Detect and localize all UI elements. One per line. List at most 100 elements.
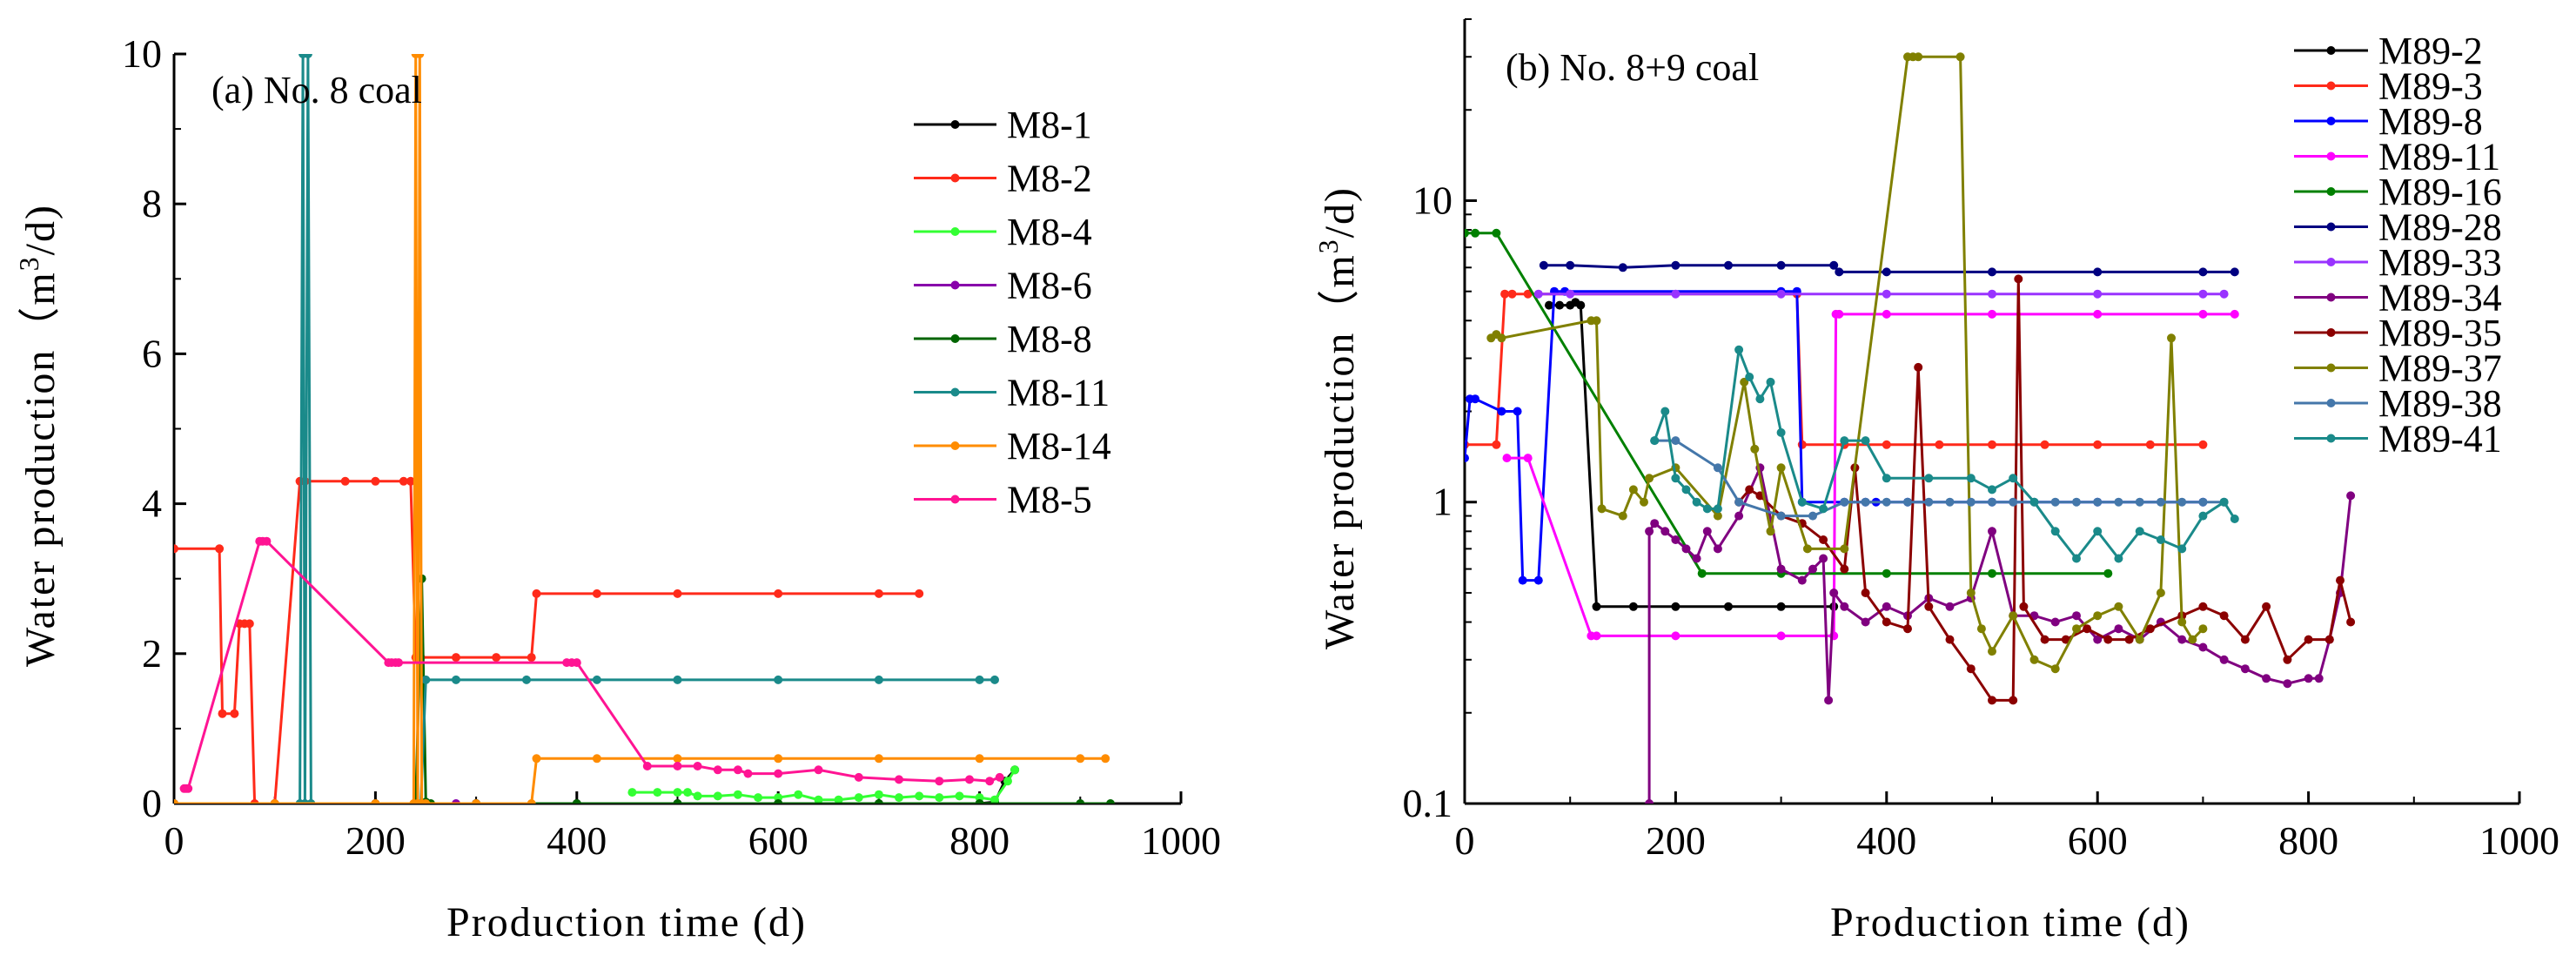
data-point (1545, 300, 1553, 310)
data-point (754, 793, 763, 803)
data-point (2029, 497, 2039, 507)
data-point (955, 791, 964, 801)
data-point (1840, 436, 1849, 446)
legend-label: M8-6 (1007, 265, 1092, 307)
data-point (774, 589, 783, 598)
data-point (1592, 316, 1601, 326)
series-m89-28 (1539, 260, 2239, 277)
data-point (2050, 497, 2060, 507)
data-point (1671, 289, 1680, 299)
data-point (673, 788, 682, 797)
data-point (1713, 463, 1722, 473)
data-point (653, 788, 662, 797)
data-point (2019, 602, 2029, 611)
data-point (874, 790, 883, 799)
data-point (1671, 474, 1680, 483)
data-point (1650, 436, 1660, 446)
x-tick-label: 200 (345, 818, 406, 863)
data-point (2167, 333, 2176, 343)
data-point (522, 675, 531, 684)
data-point (990, 795, 999, 804)
data-point (1829, 260, 1839, 270)
legend-marker (2326, 399, 2336, 407)
data-point (2230, 515, 2239, 523)
data-point (874, 754, 883, 764)
data-point (2103, 635, 2113, 644)
data-point (1988, 527, 1996, 536)
data-point (935, 777, 944, 786)
series-m89-41 (1650, 345, 2239, 563)
data-point (2283, 679, 2292, 689)
legend-label: M89-41 (2378, 418, 2502, 461)
data-point (2135, 527, 2144, 536)
data-point (1945, 635, 1955, 644)
legend-label: M89-33 (2378, 241, 2502, 284)
data-point (1724, 260, 1733, 270)
data-point (1755, 394, 1765, 404)
y-tick-label: 1 (1432, 480, 1452, 524)
data-point (2304, 635, 2313, 644)
data-point (2198, 602, 2208, 611)
data-point (1513, 407, 1522, 416)
x-tick-label: 400 (547, 818, 607, 863)
data-point (1882, 617, 1891, 627)
data-point (2145, 624, 2155, 634)
data-point (2240, 635, 2250, 644)
data-point (1776, 260, 1786, 270)
legend-label: M89-16 (2378, 171, 2502, 213)
data-point (1533, 289, 1543, 299)
data-point (1671, 260, 1680, 270)
data-point (1824, 696, 1834, 705)
legend-item: M89-11 (2294, 136, 2500, 178)
y-axis-title-sup: 3 (1312, 238, 1344, 253)
series-line (1465, 232, 2109, 575)
data-point (915, 791, 924, 801)
data-point (1776, 564, 1786, 574)
data-point (2009, 474, 2018, 483)
data-point (1966, 497, 1976, 507)
data-point (2219, 611, 2229, 621)
legend-marker (2326, 46, 2336, 55)
data-point (421, 675, 431, 684)
data-point (1988, 289, 1996, 299)
legend-item: M89-2 (2294, 30, 2483, 72)
data-point (1840, 497, 1849, 507)
legend-item: M8-4 (914, 211, 1092, 253)
data-point (592, 754, 601, 764)
legend-item: M8-2 (914, 158, 1092, 200)
data-point (1914, 52, 1923, 62)
data-point (1502, 454, 1512, 463)
data-point (794, 790, 803, 799)
data-point (1592, 631, 1601, 641)
data-point (774, 754, 783, 764)
data-point (1988, 485, 1996, 494)
legend-label: M8-5 (1007, 479, 1092, 521)
data-point (1882, 289, 1891, 299)
y-tick-label: 4 (142, 481, 162, 526)
data-point (1471, 228, 1480, 238)
x-tick-label: 800 (2278, 818, 2338, 863)
legend-item: M8-6 (914, 265, 1092, 307)
data-point (262, 536, 272, 546)
data-point (1882, 309, 1891, 319)
x-tick-label: 1000 (2479, 818, 2559, 863)
data-point (2114, 554, 2123, 563)
data-point (2198, 497, 2208, 507)
data-point (1882, 568, 1891, 578)
legend-marker (950, 173, 960, 183)
data-point (2177, 617, 2187, 627)
legend-label: M89-28 (2378, 206, 2502, 249)
x-tick-label: 1000 (1141, 818, 1221, 863)
legend-item: M8-8 (914, 318, 1092, 360)
data-point (1645, 527, 1654, 536)
data-point (218, 709, 227, 718)
legend-item: M89-38 (2294, 382, 2502, 425)
data-point (1882, 267, 1891, 277)
data-point (1840, 544, 1849, 554)
data-point (935, 793, 944, 803)
data-point (1507, 289, 1517, 299)
data-point (1861, 589, 1870, 597)
y-axis-title-main: Water production（m (17, 271, 64, 667)
data-point (1966, 664, 1976, 674)
data-point (1500, 289, 1510, 299)
